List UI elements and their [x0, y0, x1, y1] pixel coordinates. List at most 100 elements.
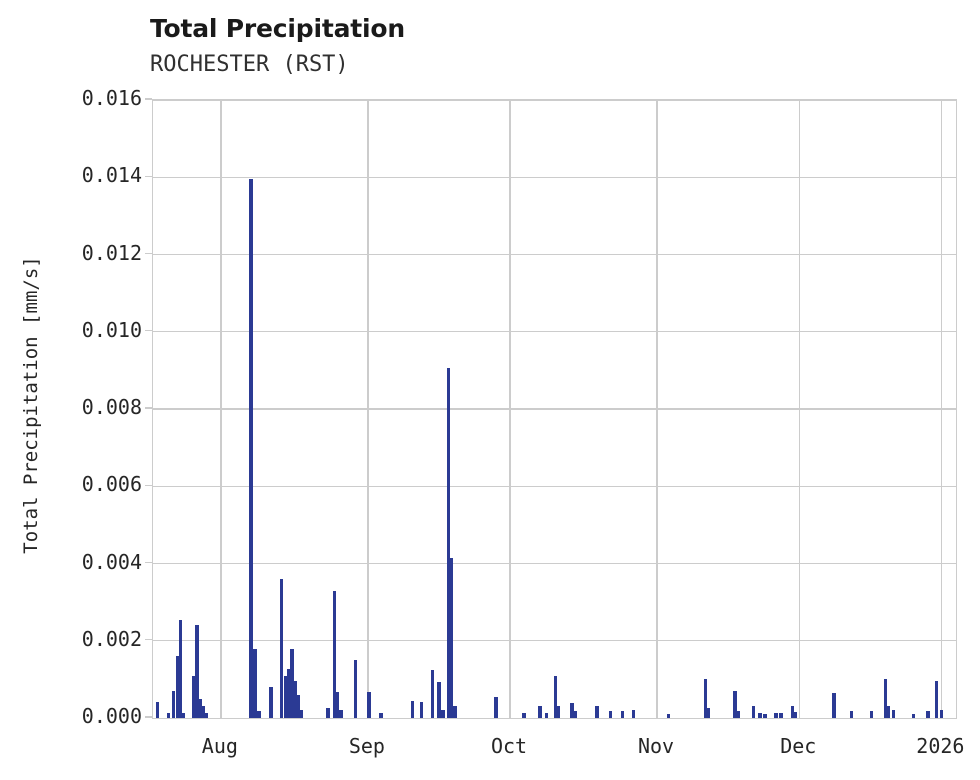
y-tick-label: 0.000 — [81, 704, 142, 728]
bar — [287, 668, 291, 718]
gridline-horizontal — [153, 331, 956, 333]
bar — [631, 709, 635, 718]
bar — [886, 705, 891, 718]
y-tick-mark — [145, 639, 152, 641]
bar — [201, 706, 205, 718]
bar — [666, 714, 671, 718]
bar — [774, 713, 778, 718]
gridline-vertical — [367, 100, 369, 718]
y-tick-mark — [145, 407, 152, 409]
y-tick-label: 0.012 — [81, 240, 142, 265]
y-tick-label: 0.016 — [81, 86, 142, 110]
bar — [296, 694, 301, 718]
bar — [793, 712, 798, 718]
bar — [935, 681, 939, 718]
bar — [332, 590, 337, 718]
bar — [939, 709, 944, 718]
bar — [339, 709, 343, 718]
bar — [419, 701, 423, 718]
chart-subtitle: ROCHESTER (RST) — [150, 52, 349, 77]
bar — [573, 711, 578, 718]
bar — [544, 713, 549, 718]
bar — [166, 713, 171, 718]
bar — [293, 681, 297, 718]
bar — [553, 675, 557, 718]
y-tick-mark — [145, 561, 152, 564]
gridline-vertical — [509, 100, 511, 718]
bar — [849, 711, 854, 718]
bar — [751, 706, 756, 718]
y-tick-label: 0.004 — [81, 549, 142, 574]
bar — [257, 711, 261, 718]
bar — [595, 706, 599, 718]
bar — [763, 714, 767, 718]
x-tick-label: Dec — [780, 734, 817, 758]
bar — [621, 711, 625, 718]
x-tick-label: Nov — [637, 734, 675, 758]
bar — [195, 624, 199, 718]
bar — [453, 706, 457, 718]
bar — [336, 691, 340, 718]
bar — [269, 687, 273, 718]
gridline-horizontal — [153, 485, 956, 487]
bar — [570, 702, 574, 718]
bar — [283, 676, 288, 718]
y-tick-mark — [145, 330, 152, 332]
x-tick-label: Oct — [490, 734, 528, 758]
y-tick-mark — [145, 484, 152, 486]
gridline-vertical — [220, 100, 222, 718]
bar — [175, 656, 180, 718]
bar — [733, 690, 737, 718]
bar — [450, 557, 454, 718]
plot-area — [152, 99, 957, 719]
bar — [379, 712, 383, 718]
bar — [911, 714, 916, 718]
y-tick-mark — [145, 252, 152, 255]
bar — [926, 711, 930, 718]
bar — [410, 700, 415, 718]
gridline-horizontal — [153, 408, 956, 410]
x-tick-label: 2026 — [916, 734, 965, 758]
gridline-horizontal — [153, 176, 956, 178]
bar — [441, 709, 445, 718]
bar — [556, 705, 561, 718]
y-tick-label: 0.008 — [81, 395, 142, 419]
bar — [178, 619, 183, 718]
bar — [869, 711, 874, 718]
bar — [706, 708, 711, 718]
gridline-horizontal — [153, 562, 956, 565]
bar — [279, 578, 284, 718]
bar — [883, 679, 887, 718]
bar — [353, 660, 358, 718]
bar — [538, 706, 542, 718]
bar — [832, 692, 836, 718]
gridline-vertical — [798, 100, 800, 718]
bar — [299, 709, 304, 718]
y-tick-mark — [145, 175, 152, 177]
chart-title: Total Precipitation — [150, 14, 405, 43]
gridline-horizontal — [153, 253, 956, 256]
bar — [494, 696, 498, 718]
bar — [171, 690, 176, 718]
bar — [437, 682, 441, 718]
bar — [249, 179, 253, 718]
y-tick-label: 0.006 — [81, 472, 142, 497]
gridline-vertical — [656, 100, 658, 718]
bar — [779, 713, 783, 718]
bar — [736, 711, 741, 718]
x-tick-label: Sep — [348, 734, 385, 758]
gridline-horizontal — [153, 99, 956, 101]
bar — [790, 705, 794, 718]
bar — [326, 708, 330, 718]
y-tick-label: 0.010 — [81, 317, 142, 342]
bar — [290, 649, 294, 718]
gridline-vertical — [940, 100, 943, 718]
bar — [253, 649, 257, 718]
bar — [155, 701, 160, 718]
bar — [198, 698, 202, 718]
y-tick-label: 0.002 — [81, 626, 142, 651]
bar — [609, 711, 613, 718]
gridline-horizontal — [153, 640, 956, 642]
bar — [367, 691, 371, 718]
